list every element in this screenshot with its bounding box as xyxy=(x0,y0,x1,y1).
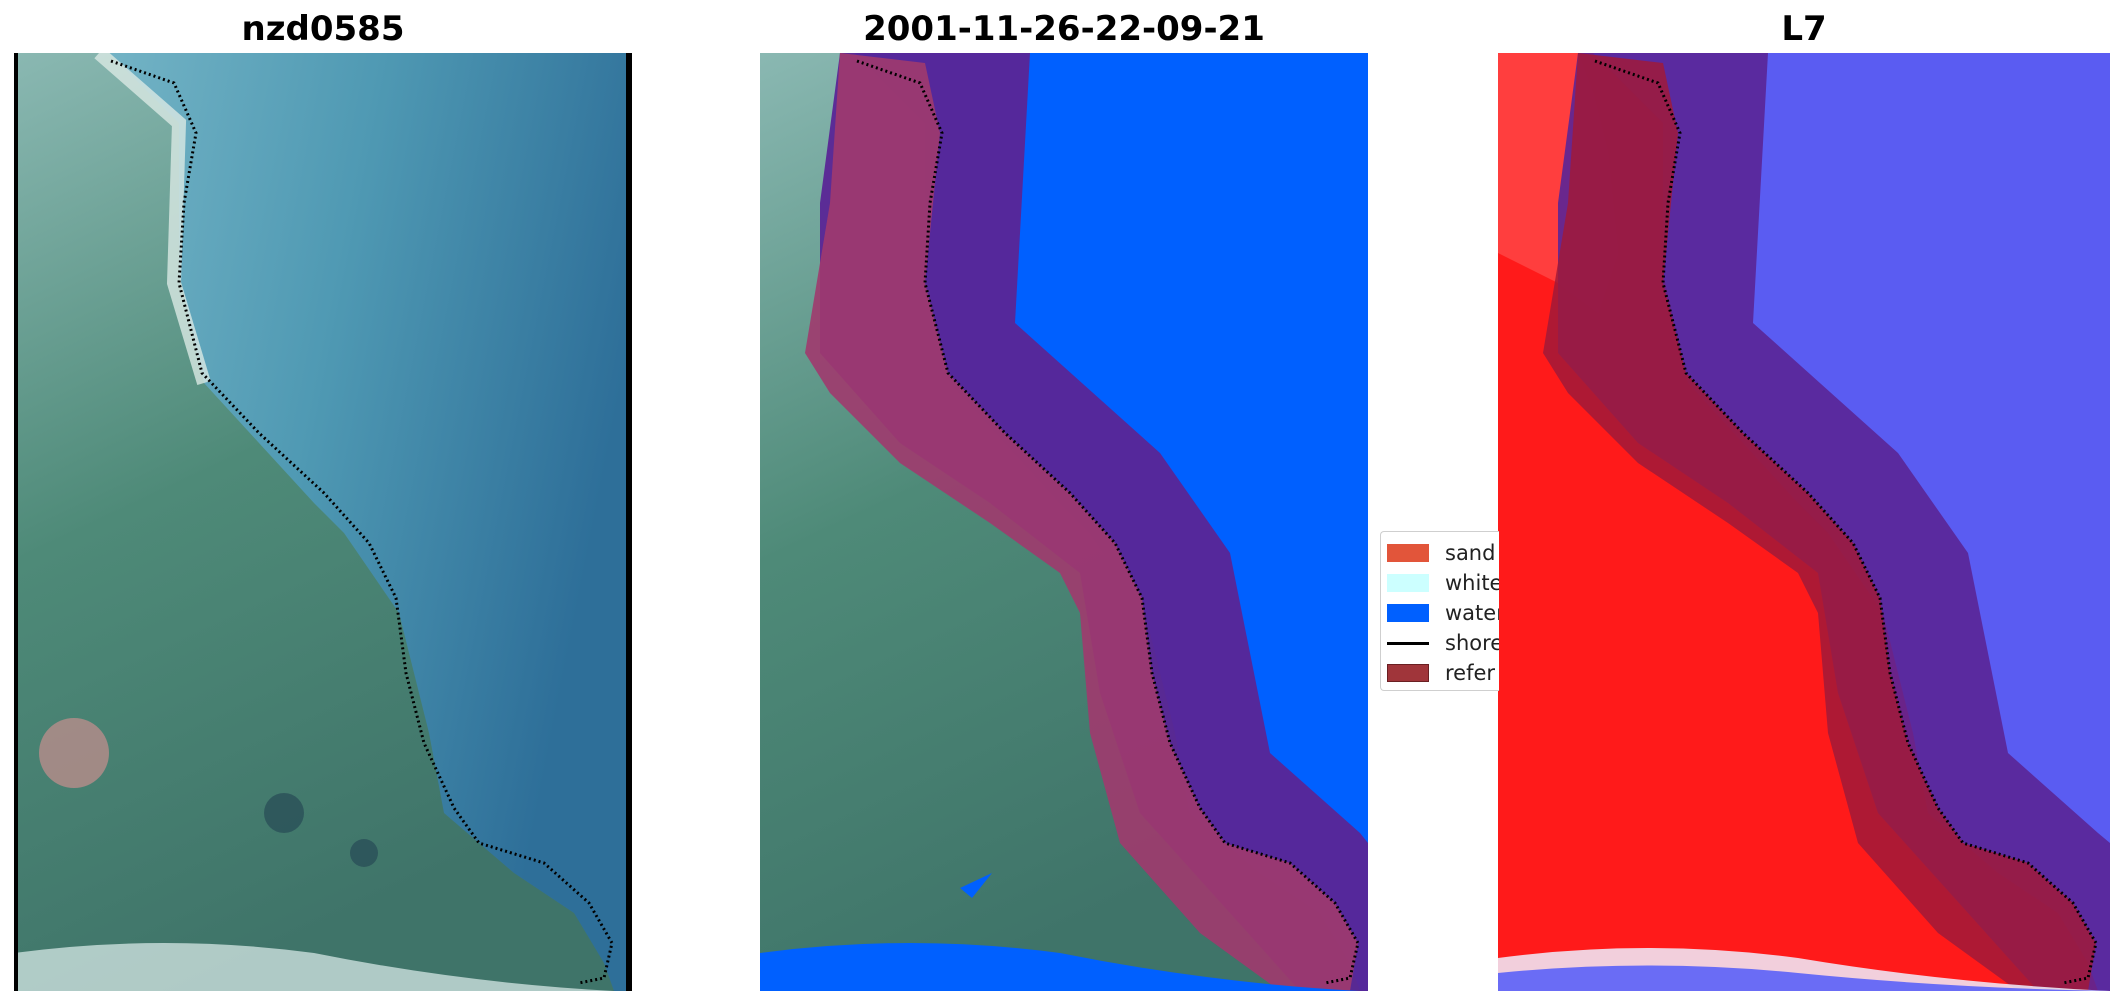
legend-item-reference: refer xyxy=(1387,658,1495,688)
index-image xyxy=(1498,53,2110,991)
index-panel xyxy=(1498,53,2110,991)
land-area xyxy=(14,53,614,991)
legend: sand white water shore refer xyxy=(1380,531,1499,691)
reference-buffer-land xyxy=(1543,53,2096,991)
legend-line-shore xyxy=(1387,641,1429,645)
legend-item-sand: sand xyxy=(1387,538,1495,568)
legend-label: white xyxy=(1445,571,1499,595)
legend-item-white: white xyxy=(1387,568,1499,598)
legend-item-shore: shore xyxy=(1387,628,1499,658)
legend-label: refer xyxy=(1445,661,1496,685)
legend-swatch-sand xyxy=(1387,544,1429,562)
rgb-image xyxy=(14,53,632,991)
legend-label: shore xyxy=(1445,631,1499,655)
shoreline-line xyxy=(110,59,614,985)
rgb-image-panel xyxy=(14,53,632,991)
legend-label: water xyxy=(1445,601,1499,625)
classification-image xyxy=(760,53,1368,991)
classification-panel xyxy=(760,53,1368,991)
legend-swatch-reference xyxy=(1387,664,1429,682)
legend-swatch-water xyxy=(1387,604,1429,622)
shoreline-line xyxy=(1594,59,2098,985)
legend-swatch-white xyxy=(1387,574,1429,592)
legend-item-water: water xyxy=(1387,598,1499,628)
shoreline-line xyxy=(856,59,1360,985)
reference-buffer-land xyxy=(805,53,1358,991)
legend-label: sand xyxy=(1445,541,1496,565)
panel-title-date: 2001-11-26-22-09-21 xyxy=(863,9,1265,49)
panel-title-image-id: nzd0585 xyxy=(241,9,405,49)
panel-title-satellite: L7 xyxy=(1781,9,1827,49)
